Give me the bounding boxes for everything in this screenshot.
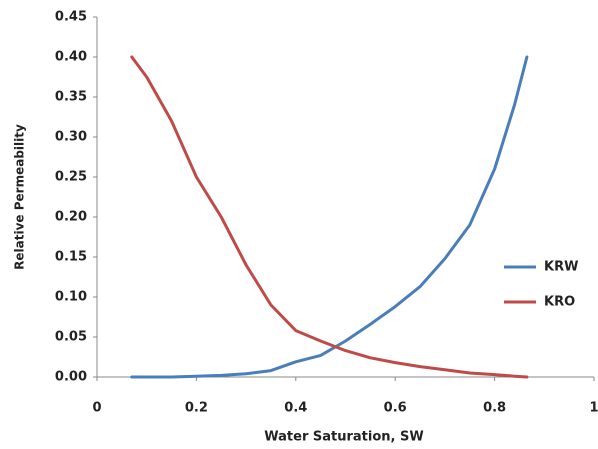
y-tick-label: 0.15 [55,250,87,265]
y-tick-label: 0.20 [55,210,87,225]
legend-label: KRW [544,260,578,275]
x-axis-label: Water Saturation, SW [264,430,423,445]
y-axis-label: Relative Permeability [13,124,27,270]
y-tick-label: 0.40 [55,50,87,65]
y-tick-label: 0.10 [55,290,87,305]
x-tick-label: 0.6 [384,401,407,416]
x-tick-label: 1 [589,401,598,416]
y-tick-label: 0.45 [55,10,87,25]
legend-label: KRO [544,295,575,310]
series-line [130,55,529,379]
series-line [130,55,529,379]
x-tick-label: 0.4 [284,401,307,416]
x-tick-label: 0.8 [483,401,506,416]
y-tick-label: 0.35 [55,90,87,105]
x-tick-label: 0.2 [185,401,208,416]
y-tick-label: 0.30 [55,130,87,145]
x-tick-label: 0 [92,401,101,416]
y-tick-label: 0.00 [55,370,87,385]
y-tick-label: 0.05 [55,330,87,345]
y-tick-label: 0.25 [55,170,87,185]
